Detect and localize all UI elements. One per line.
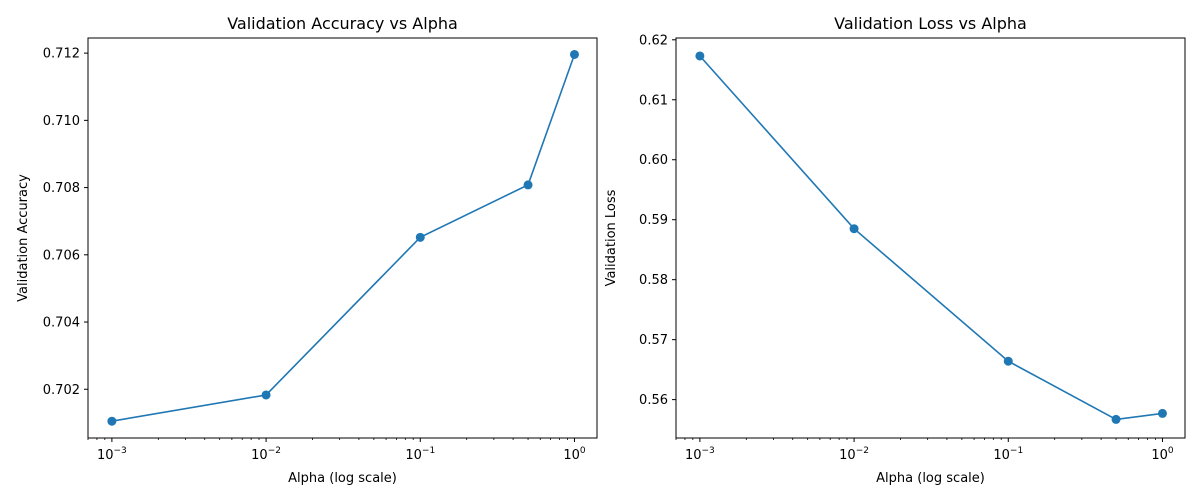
x-tick-label: 100 bbox=[563, 446, 586, 463]
chart-title: Validation Loss vs Alpha bbox=[834, 14, 1027, 33]
y-tick-label: 0.56 bbox=[639, 393, 668, 408]
accuracy-chart: Validation Accuracy vs Alpha Alpha (log … bbox=[16, 14, 598, 486]
x-tick-label: 10−2 bbox=[251, 446, 281, 463]
y-tick-label: 0.708 bbox=[43, 181, 80, 196]
y-tick-label: 0.58 bbox=[639, 273, 668, 288]
x-axis-label: Alpha (log scale) bbox=[288, 471, 397, 486]
x-tick-label: 10−3 bbox=[97, 446, 127, 463]
y-tick-label: 0.704 bbox=[43, 316, 80, 331]
y-tick-label: 0.59 bbox=[639, 213, 668, 228]
plot-frame bbox=[675, 37, 1186, 439]
x-axis-label: Alpha (log scale) bbox=[876, 471, 985, 486]
data-point bbox=[261, 390, 271, 400]
data-point bbox=[569, 49, 579, 59]
data-point bbox=[849, 224, 859, 234]
y-tick-label: 0.702 bbox=[43, 383, 80, 398]
y-axis-label: Validation Loss bbox=[604, 189, 619, 286]
data-point bbox=[415, 232, 425, 242]
series-line bbox=[111, 54, 576, 422]
y-tick-label: 0.62 bbox=[639, 33, 668, 48]
loss-chart: Validation Loss vs Alpha Alpha (log scal… bbox=[604, 14, 1186, 486]
data-point bbox=[695, 51, 705, 61]
data-point bbox=[1003, 356, 1013, 366]
series-line bbox=[699, 55, 1163, 421]
x-tick-label: 10−3 bbox=[685, 446, 715, 463]
y-tick-label: 0.60 bbox=[639, 153, 668, 168]
data-point bbox=[107, 416, 117, 426]
y-tick-label: 0.57 bbox=[639, 333, 668, 348]
y-axis-label: Validation Accuracy bbox=[16, 174, 31, 302]
data-point bbox=[523, 180, 533, 190]
x-tick-label: 10−1 bbox=[993, 446, 1023, 463]
y-tick-label: 0.712 bbox=[43, 47, 80, 62]
plot-frame bbox=[87, 37, 598, 439]
y-tick-label: 0.706 bbox=[43, 248, 80, 263]
x-tick-label: 10−2 bbox=[839, 446, 869, 463]
x-tick-label: 10−1 bbox=[405, 446, 435, 463]
chart-title: Validation Accuracy vs Alpha bbox=[227, 14, 458, 33]
data-point bbox=[1111, 414, 1121, 424]
data-point bbox=[1157, 408, 1167, 418]
y-tick-label: 0.61 bbox=[639, 93, 668, 108]
y-tick-label: 0.710 bbox=[43, 114, 80, 129]
x-tick-label: 100 bbox=[1151, 446, 1174, 463]
